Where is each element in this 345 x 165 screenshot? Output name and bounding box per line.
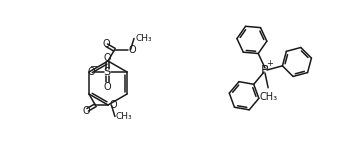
Text: O: O xyxy=(103,53,111,63)
Text: O: O xyxy=(87,67,95,77)
Text: O: O xyxy=(109,100,117,110)
Text: O: O xyxy=(103,82,111,92)
Text: O: O xyxy=(83,106,90,116)
Text: P: P xyxy=(261,64,269,77)
Text: O: O xyxy=(103,39,110,49)
Text: +: + xyxy=(267,60,274,68)
Text: −: − xyxy=(90,62,98,72)
Text: CH₃: CH₃ xyxy=(259,92,277,102)
Text: CH₃: CH₃ xyxy=(135,34,151,43)
Text: S: S xyxy=(104,67,111,77)
Text: CH₃: CH₃ xyxy=(116,112,132,121)
Text: O: O xyxy=(128,45,136,55)
